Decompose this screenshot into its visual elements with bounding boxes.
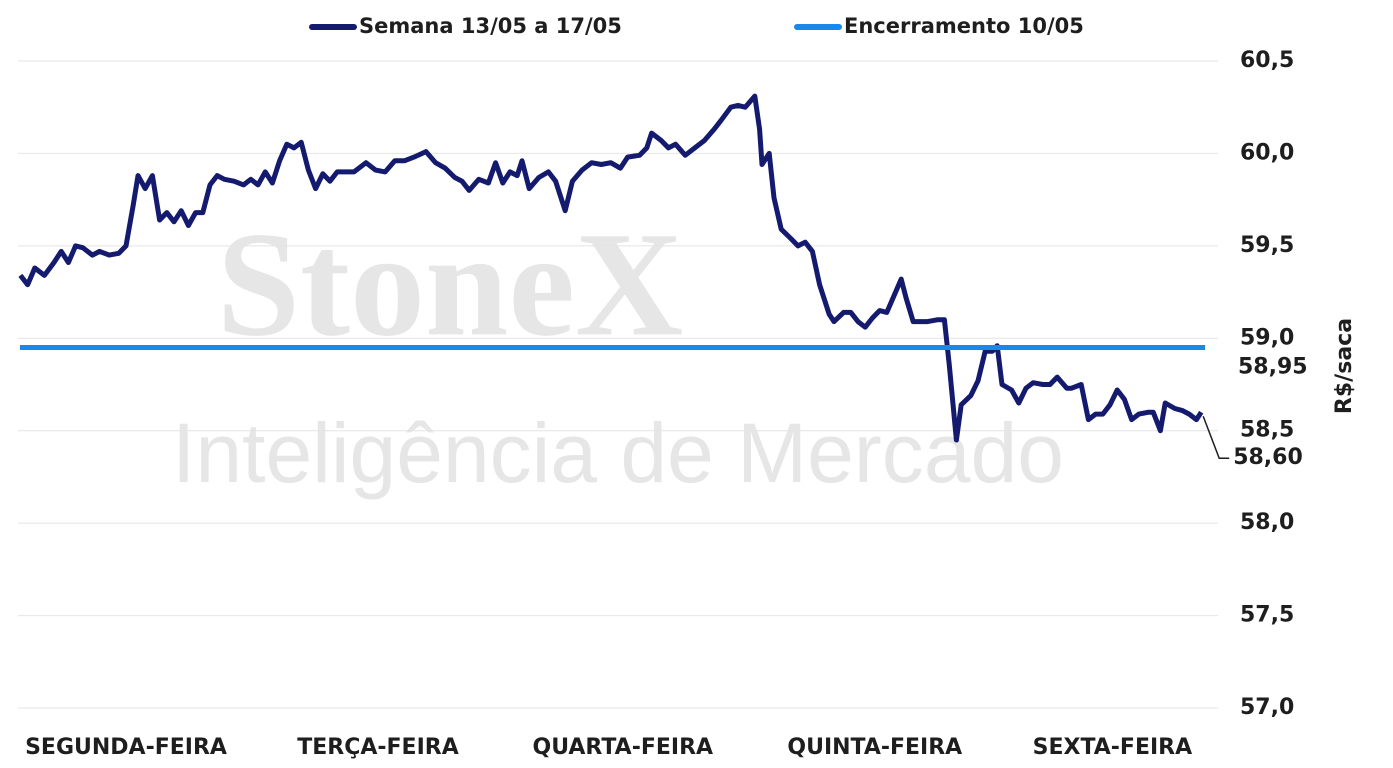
y-axis-label: R$/saca	[1332, 318, 1357, 414]
y-tick-label: 57,0	[1240, 695, 1294, 720]
y-tick-label: 59,5	[1240, 233, 1294, 258]
value-label: 58,60	[1233, 445, 1303, 470]
x-tick-label: QUINTA-FEIRA	[787, 735, 962, 760]
watermark: StoneX	[217, 201, 684, 367]
x-tick-label: TERÇA-FEIRA	[297, 735, 459, 760]
y-tick-label: 57,5	[1240, 603, 1294, 628]
y-tick-label: 60,5	[1240, 48, 1294, 73]
x-tick-label: QUARTA-FEIRA	[533, 735, 714, 760]
x-tick-label: SEGUNDA-FEIRA	[25, 735, 227, 760]
y-tick-label: 60,0	[1240, 140, 1294, 165]
value-label: 58,95	[1238, 355, 1308, 380]
y-tick-label: 59,0	[1240, 325, 1294, 350]
y-tick-label: 58,5	[1240, 418, 1294, 443]
leader-line	[1202, 415, 1230, 459]
legend-label: Semana 13/05 a 17/05	[359, 14, 622, 38]
line	[18, 93, 1204, 443]
watermark: Inteligência de Mercado	[172, 406, 1064, 500]
legend-label: Encerramento 10/05	[844, 14, 1084, 38]
x-tick-label: SEXTA-FEIRA	[1033, 735, 1193, 760]
y-tick-label: 58,0	[1240, 510, 1294, 535]
